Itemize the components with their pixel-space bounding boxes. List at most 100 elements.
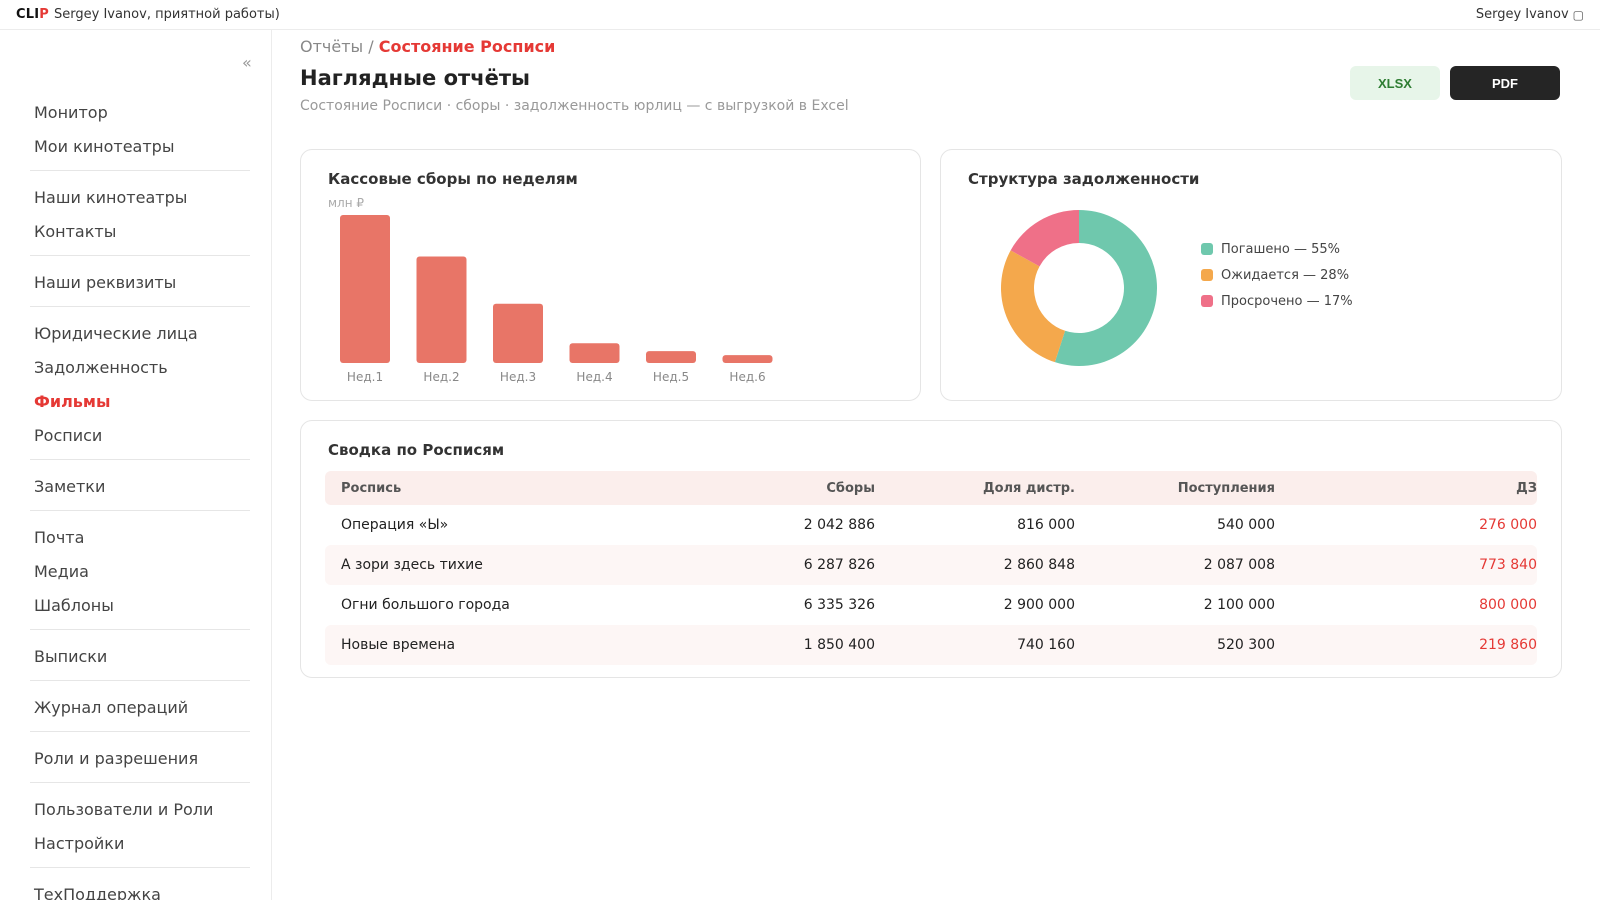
sidebar-item-9-0[interactable]: Пользователи и Роли — [34, 800, 214, 819]
table-cell: 540 000 — [1217, 517, 1275, 533]
logo-text-b: P — [39, 7, 49, 22]
table-cell: 740 160 — [1017, 637, 1075, 653]
table-cell: А зори здесь тихие — [341, 557, 483, 573]
sidebar-item-0-0[interactable]: Монитор — [34, 103, 108, 122]
sidebar-item-4-0[interactable]: Заметки — [34, 477, 106, 496]
nav-group: Наши кинотеатры Контакты — [30, 181, 250, 256]
legend-item: Ожидается — 28% — [1201, 262, 1353, 288]
bar-2[interactable] — [416, 256, 467, 363]
bar-label-4: Нед.4 — [576, 370, 612, 384]
donut-slice-просрочено[interactable] — [1010, 210, 1079, 267]
table-cell: 2 087 008 — [1203, 557, 1275, 573]
sidebar-item-2-0[interactable]: Наши реквизиты — [34, 273, 177, 292]
sidebar-item-5-0[interactable]: Почта — [34, 528, 85, 547]
page-subtitle: Состояние Росписи · сборы · задолженност… — [300, 98, 849, 114]
table-row[interactable]: А зори здесь тихие 6 287 826 2 860 848 2 08… — [325, 545, 1537, 585]
legend-label: Ожидается — 28% — [1221, 267, 1350, 283]
user-menu[interactable]: Sergey Ivanov ▢ — [1476, 7, 1584, 22]
bar-6[interactable] — [722, 355, 773, 363]
breadcrumb-separator: / — [363, 37, 379, 56]
box-office-chart-card: Кассовые сборы по неделям млн ₽ Нед.1 Нед… — [300, 149, 921, 401]
bar-chart-title: Кассовые сборы по неделям — [328, 170, 578, 188]
sidebar-item-1-1[interactable]: Контакты — [34, 222, 117, 241]
nav-group: Выписки — [30, 640, 250, 681]
sidebar-item-3-1[interactable]: Задолженность — [34, 358, 168, 377]
breadcrumb: Отчёты / Состояние Росписи — [300, 37, 555, 56]
table-cell: 2 860 848 — [1003, 557, 1075, 573]
legend-label: Просрочено — 17% — [1221, 293, 1353, 309]
user-icon: ▢ — [1572, 7, 1584, 22]
bar-label-3: Нед.3 — [500, 370, 536, 384]
table-cell: 1 850 400 — [803, 637, 875, 653]
sidebar-item-3-2[interactable]: Фильмы — [34, 392, 111, 411]
legend-swatch — [1201, 243, 1213, 255]
sidebar-item-6-0[interactable]: Выписки — [34, 647, 108, 666]
page-title: Наглядные отчёты — [300, 66, 531, 90]
table-cell: Операция «Ы» — [341, 517, 449, 533]
table-cell: 520 300 — [1217, 637, 1275, 653]
export-xlsx-button[interactable]: XLSX — [1350, 66, 1440, 100]
breadcrumb-current: Состояние Росписи — [378, 37, 556, 56]
sidebar-nav: Монитор Мои кинотеатры Наши кинотеатры Конт… — [30, 96, 250, 900]
legend-swatch — [1201, 295, 1213, 307]
sidebar-item-10-0[interactable]: ТехПоддержка — [34, 885, 161, 900]
app-logo[interactable]: CLIP — [16, 7, 49, 22]
table-cell: 276 000 — [1479, 517, 1537, 533]
table-cell: 219 860 — [1479, 637, 1537, 653]
sidebar-item-7-0[interactable]: Журнал операций — [34, 698, 189, 717]
bar-chart-unit: млн ₽ — [328, 196, 365, 210]
sidebar-item-0-1[interactable]: Мои кинотеатры — [34, 137, 175, 156]
nav-group: Почта Медиа Шаблоны — [30, 521, 250, 630]
brand: CLIP Sergey Ivanov, приятной работы) — [16, 7, 280, 22]
bar-label-5: Нед.5 — [653, 370, 689, 384]
table-cell: 2 100 000 — [1203, 597, 1275, 613]
bar-5[interactable] — [646, 351, 696, 363]
bar-3[interactable] — [493, 303, 543, 363]
nav-group: Монитор Мои кинотеатры — [30, 96, 250, 171]
bar-label-1: Нед.1 — [347, 370, 383, 384]
nav-group: ТехПоддержка — [30, 878, 250, 900]
table-row[interactable]: Новые времена 1 850 400 740 160 520 300 219 … — [325, 625, 1537, 665]
sidebar-item-1-0[interactable]: Наши кинотеатры — [34, 188, 188, 207]
table-cell: 2 042 886 — [803, 517, 875, 533]
table-cell: 800 000 — [1479, 597, 1537, 613]
nav-group: Юридические лица Задолженность Фильмы Роспи… — [30, 317, 250, 460]
sidebar-item-5-2[interactable]: Шаблоны — [34, 596, 114, 615]
table-cell: 773 840 — [1479, 557, 1537, 573]
donut-slice-ожидается[interactable] — [1001, 250, 1066, 363]
table-cell: 2 900 000 — [1003, 597, 1075, 613]
user-name: Sergey Ivanov — [1475, 7, 1569, 22]
column-header: Поступления — [1177, 480, 1275, 496]
export-pdf-button[interactable]: PDF — [1450, 66, 1560, 100]
table-cell: Новые времена — [341, 637, 456, 653]
legend-swatch — [1201, 269, 1213, 281]
collapse-sidebar-button[interactable]: « — [242, 53, 252, 72]
table-cell: 6 335 326 — [803, 597, 875, 613]
table-cell: 6 287 826 — [803, 557, 875, 573]
sidebar-item-5-1[interactable]: Медиа — [34, 562, 89, 581]
bar-chart: Нед.1 Нед.2 Нед.3 Нед.4 Нед.5 Нед.6 — [340, 215, 773, 384]
table-cell: Огни большого города — [341, 597, 510, 613]
column-header: Доля дистр. — [983, 480, 1075, 496]
sidebar-item-3-3[interactable]: Росписи — [34, 426, 103, 445]
table-cell: 816 000 — [1017, 517, 1075, 533]
top-bar: CLIP Sergey Ivanov, приятной работы) Ser… — [0, 0, 1600, 30]
sidebar-item-3-0[interactable]: Юридические лица — [34, 324, 198, 343]
nav-group: Наши реквизиты — [30, 266, 250, 307]
bar-1[interactable] — [340, 215, 390, 363]
column-header: ДЗ — [1516, 480, 1537, 496]
table-row[interactable]: Операция «Ы» 2 042 886 816 000 540 000 276 0… — [325, 505, 1537, 545]
donut-legend: Погашено — 55% Ожидается — 28% Просрочено … — [1201, 236, 1353, 314]
column-header: Сборы — [826, 480, 875, 496]
summary-table: Роспись Сборы Доля дистр. Поступления ДЗ Опер… — [325, 471, 1537, 665]
legend-item: Просрочено — 17% — [1201, 288, 1353, 314]
breadcrumb-parent[interactable]: Отчёты — [300, 37, 364, 56]
bar-4[interactable] — [569, 343, 620, 363]
sidebar-item-9-1[interactable]: Настройки — [34, 834, 125, 853]
logo-text-a: CLI — [16, 7, 40, 22]
donut-slice-погашено[interactable] — [1054, 210, 1157, 366]
sidebar-item-8-0[interactable]: Роли и разрешения — [34, 749, 199, 768]
sidebar: « Монитор Мои кинотеатры Наши кинотеатры Ко… — [0, 30, 272, 900]
summary-card: Сводка по Росписям Роспись Сборы Доля дист… — [300, 420, 1562, 678]
table-row[interactable]: Огни большого города 6 335 326 2 900 000 2 … — [325, 585, 1537, 625]
